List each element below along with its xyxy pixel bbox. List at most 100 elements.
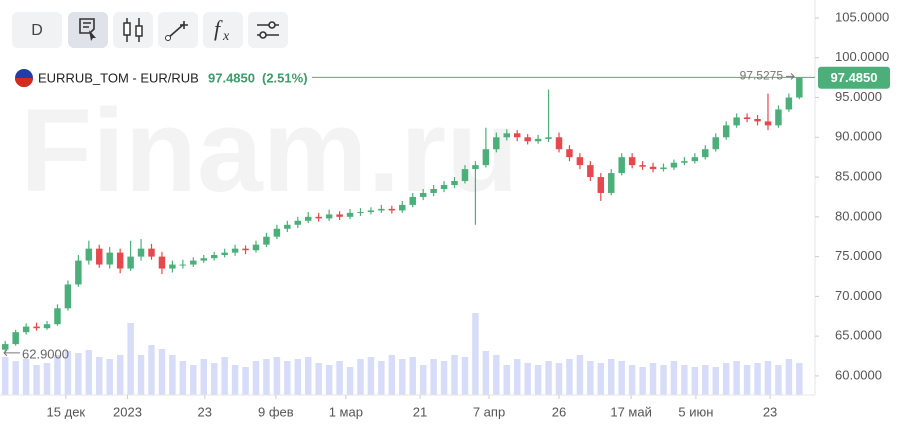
volume-bar [597,363,605,395]
candle-body [628,157,636,166]
x-tick-label: 26 [552,404,566,419]
indicators-button[interactable] [203,12,243,48]
volume-bar [1,357,9,395]
candle-body [346,212,354,217]
candle-body [12,332,19,345]
candle-body [493,137,500,150]
volume-bar [106,359,113,395]
candle-body [43,324,51,329]
y-tick-label: 65.0000 [835,328,882,343]
y-tick-label: 80.0000 [835,208,882,223]
candle-body [482,149,490,166]
volume-bar [670,361,678,395]
volume-bar [96,357,103,395]
candle-body [419,192,427,197]
y-tick-label: 70.0000 [835,288,882,303]
candle-body [754,118,761,122]
volume-bar [576,355,584,395]
candle-body [513,133,521,138]
candle-body [764,121,772,126]
indicators-icon: x [222,29,230,44]
volume-bar [242,367,249,395]
candle-body [388,208,396,211]
candle-body [503,133,511,138]
x-tick-label: 2023 [113,404,142,419]
volume-bar [231,365,239,395]
volume-bar [534,365,542,395]
y-tick-label: 100.0000 [835,49,889,64]
watermark: Finam.ru [20,85,518,217]
candle-body [597,177,605,193]
candle-body [75,260,82,285]
candle-body [566,149,573,158]
candle-body [169,264,176,269]
volume-bar [608,359,615,395]
volume-bar [284,361,291,395]
timeframe-button[interactable] [12,12,62,48]
volume-bar [796,363,803,395]
volume-bar [190,365,197,395]
candle-body [702,149,709,158]
y-tick-label: 90.0000 [835,129,882,144]
candle-body [304,216,312,221]
settings-icon-knob [259,31,267,39]
volume-bar [54,355,61,395]
volume-bar [691,367,699,395]
volume-bar [451,355,458,395]
volume-bar [785,359,793,395]
volume-bar [378,361,385,395]
volume-bar [733,361,740,395]
volume-bar [252,361,260,395]
volume-bar [681,365,688,395]
y-tick-label: 60.0000 [835,367,882,382]
candle-body [221,252,228,256]
candle-body [315,216,322,219]
candle-body [325,214,333,219]
cursor-icon [89,30,96,41]
volume-bar [722,363,730,395]
volume-bar [33,365,40,395]
candle-body [712,137,719,150]
volume-bar [587,361,594,395]
volume-bar [660,365,667,395]
x-tick-label: 23 [763,404,777,419]
candle-body [378,208,385,211]
candle-body [200,258,207,261]
volume-bar [137,355,145,395]
settings-button[interactable] [248,12,288,48]
candle-body [733,117,740,126]
volume-bar [325,365,333,395]
notes-button[interactable] [68,12,108,48]
high-marker-arrow [786,73,795,80]
y-tick-label: 105.0000 [835,9,889,24]
drawing-icon [167,21,188,39]
candle-body [357,212,364,214]
candle-body [430,188,437,193]
x-tick-label: 15 дек [47,404,86,419]
candle-body [284,224,291,229]
candle-body [399,204,406,211]
candles-button[interactable] [113,12,153,48]
candle-body [263,236,270,245]
legend: EURRUB_TOM - EUR/RUB 97.4850 (2.51%) [15,69,308,87]
volume-bar [64,351,72,395]
volume-bar [200,359,207,395]
candle-body [148,248,155,257]
volume-bar [419,365,427,395]
volume-bar [472,313,479,395]
candle-body [85,248,93,261]
volume-bar [712,367,719,395]
x-tick-label: 23 [198,404,212,419]
candle-body [231,248,239,253]
volume-bar [148,345,155,395]
volume-bar [273,357,281,395]
volume-bar [503,365,511,395]
indicators-icon: f [214,16,223,41]
volume-bar [618,361,625,395]
volume-bar [775,365,782,395]
volume-bar [85,350,93,395]
candle-body [691,157,699,162]
candle-body [660,167,667,170]
x-tick-label: 9 фев [258,404,294,419]
